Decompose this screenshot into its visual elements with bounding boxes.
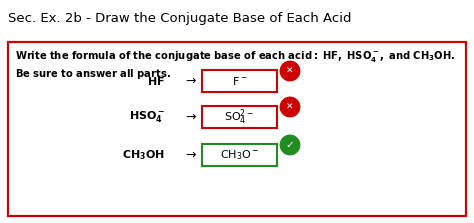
Text: $\mathrm{SO_4^{2-}}$: $\mathrm{SO_4^{2-}}$ [225,107,255,127]
Ellipse shape [279,134,301,156]
Text: $\mathbf{HSO_4^-}$: $\mathbf{HSO_4^-}$ [129,109,165,124]
Text: →: → [185,74,195,87]
FancyBboxPatch shape [202,106,277,128]
Text: ✕: ✕ [286,66,294,76]
Text: $\mathbf{CH_3OH}$: $\mathbf{CH_3OH}$ [122,148,165,162]
Text: $\mathbf{Be\ sure\ to\ answer\ all\ parts.}$: $\mathbf{Be\ sure\ to\ answer\ all\ part… [15,67,171,81]
Text: Sec. Ex. 2b - Draw the Conjugate Base of Each Acid: Sec. Ex. 2b - Draw the Conjugate Base of… [8,12,352,25]
Text: ✕: ✕ [286,103,294,112]
Ellipse shape [279,60,301,82]
Text: $\mathbf{HF}$: $\mathbf{HF}$ [147,75,165,87]
FancyBboxPatch shape [202,70,277,92]
Text: $\mathrm{F^-}$: $\mathrm{F^-}$ [232,75,247,87]
Text: →: → [185,149,195,161]
Text: $\mathbf{Write\ the\ formula\ of\ the\ conjugate\ base\ of\ each\ acid:\ HF,\ HS: $\mathbf{Write\ the\ formula\ of\ the\ c… [15,49,456,64]
Text: →: → [185,111,195,124]
FancyBboxPatch shape [202,144,277,166]
Text: ✓: ✓ [286,140,294,150]
Text: $\mathrm{CH_3O^-}$: $\mathrm{CH_3O^-}$ [220,148,259,162]
Ellipse shape [279,96,301,118]
FancyBboxPatch shape [8,42,466,216]
